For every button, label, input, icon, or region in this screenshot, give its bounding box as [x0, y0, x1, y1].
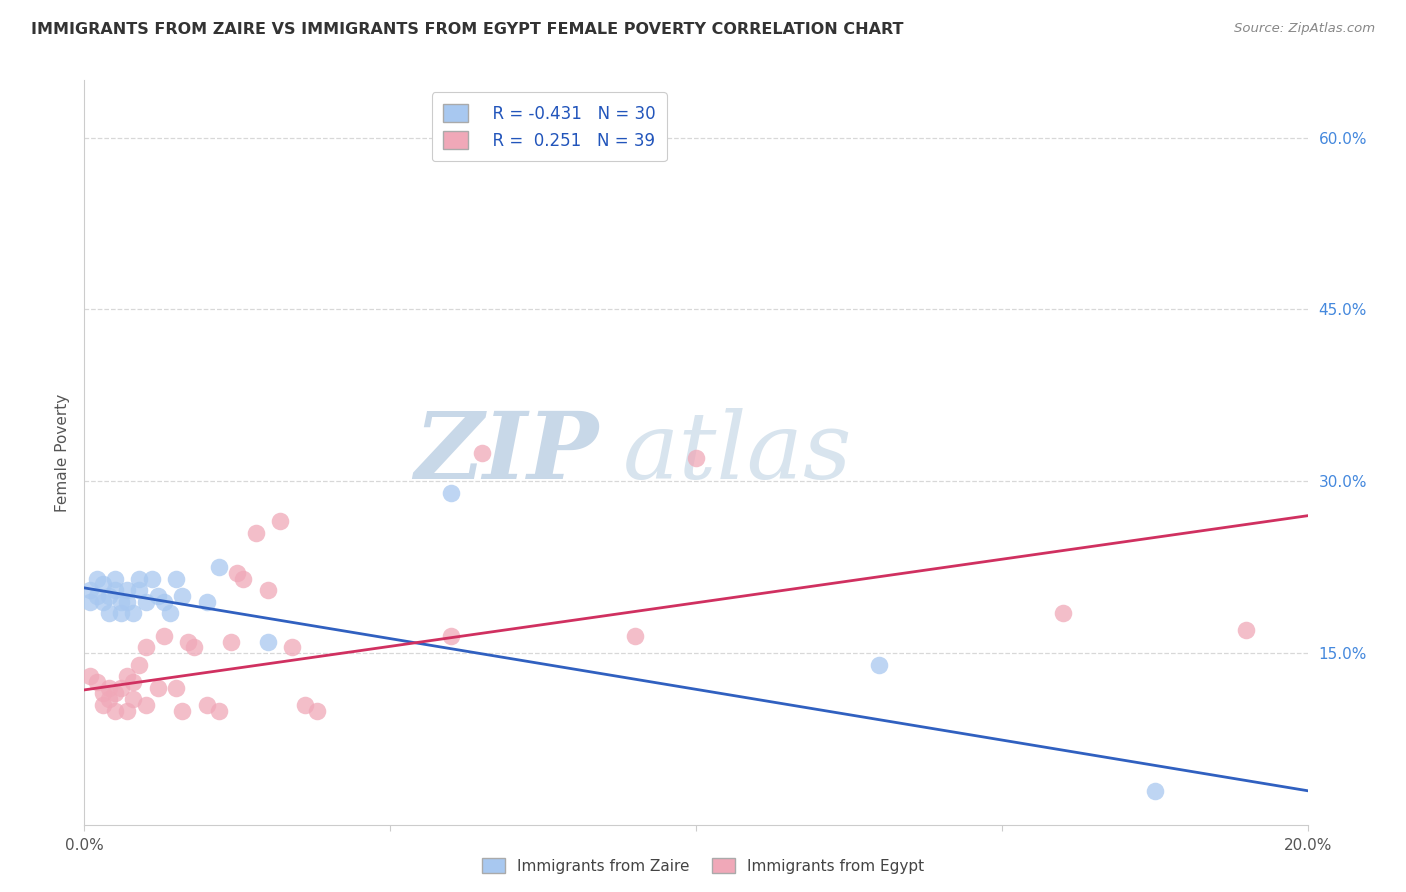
Point: [165, 572, 187, 586]
Point: [110, 606, 132, 620]
Point: [624, 629, 647, 643]
Point: [471, 446, 494, 460]
Point: [177, 634, 200, 648]
Point: [128, 657, 150, 672]
Point: [153, 595, 176, 609]
Point: [1052, 606, 1074, 620]
Point: [135, 640, 157, 655]
Point: [115, 583, 138, 598]
Point: [104, 572, 127, 586]
Point: [115, 595, 138, 609]
Point: [172, 589, 194, 603]
Point: [86, 589, 108, 603]
Point: [146, 589, 169, 603]
Point: [219, 634, 242, 648]
Point: [183, 640, 205, 655]
Text: Source: ZipAtlas.com: Source: ZipAtlas.com: [1234, 22, 1375, 36]
Legend: Immigrants from Zaire, Immigrants from Egypt: Immigrants from Zaire, Immigrants from E…: [475, 852, 931, 880]
Point: [104, 686, 127, 700]
Point: [869, 657, 891, 672]
Text: IMMIGRANTS FROM ZAIRE VS IMMIGRANTS FROM EGYPT FEMALE POVERTY CORRELATION CHART: IMMIGRANTS FROM ZAIRE VS IMMIGRANTS FROM…: [31, 22, 904, 37]
Point: [1236, 624, 1258, 638]
Point: [440, 485, 463, 500]
Point: [269, 515, 291, 529]
Y-axis label: Female Poverty: Female Poverty: [55, 393, 70, 512]
Point: [1143, 783, 1166, 797]
Legend:   R = -0.431   N = 30,   R =  0.251   N = 39: R = -0.431 N = 30, R = 0.251 N = 39: [432, 93, 666, 161]
Point: [257, 634, 280, 648]
Point: [146, 681, 169, 695]
Point: [97, 692, 120, 706]
Point: [440, 629, 463, 643]
Point: [141, 572, 163, 586]
Point: [685, 451, 707, 466]
Point: [97, 606, 120, 620]
Point: [172, 704, 194, 718]
Point: [115, 669, 138, 683]
Point: [91, 595, 114, 609]
Point: [208, 560, 231, 574]
Point: [195, 595, 218, 609]
Point: [97, 681, 120, 695]
Point: [153, 629, 176, 643]
Point: [294, 698, 316, 712]
Point: [245, 525, 267, 540]
Point: [135, 698, 157, 712]
Point: [110, 595, 132, 609]
Point: [91, 698, 114, 712]
Point: [257, 583, 280, 598]
Text: ZIP: ZIP: [413, 408, 598, 498]
Point: [128, 572, 150, 586]
Point: [159, 606, 181, 620]
Point: [91, 686, 114, 700]
Point: [232, 572, 254, 586]
Point: [104, 704, 127, 718]
Point: [122, 674, 145, 689]
Point: [122, 606, 145, 620]
Point: [86, 674, 108, 689]
Point: [79, 669, 101, 683]
Point: [208, 704, 231, 718]
Text: atlas: atlas: [623, 408, 852, 498]
Point: [115, 704, 138, 718]
Point: [79, 583, 101, 598]
Point: [97, 589, 120, 603]
Point: [110, 681, 132, 695]
Point: [165, 681, 187, 695]
Point: [122, 692, 145, 706]
Point: [79, 595, 101, 609]
Point: [281, 640, 304, 655]
Point: [305, 704, 328, 718]
Point: [104, 583, 127, 598]
Point: [91, 577, 114, 591]
Point: [135, 595, 157, 609]
Point: [195, 698, 218, 712]
Point: [128, 583, 150, 598]
Point: [86, 572, 108, 586]
Point: [226, 566, 249, 580]
